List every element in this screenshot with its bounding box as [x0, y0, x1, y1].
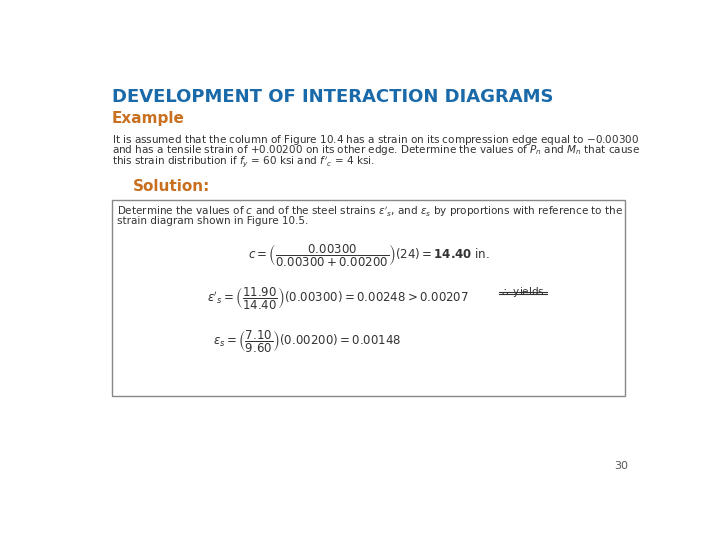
Text: $\epsilon'_s = \left(\dfrac{11.90}{14.40}\right)(0.00300) = 0.00248 > 0.00207$: $\epsilon'_s = \left(\dfrac{11.90}{14.40… [207, 285, 469, 311]
Text: Determine the values of $c$ and of the steel strains $\epsilon'_s$, and $\epsilo: Determine the values of $c$ and of the s… [117, 205, 623, 219]
Text: and has a tensile strain of +0.00200 on its other edge. Determine the values of : and has a tensile strain of +0.00200 on … [112, 143, 640, 157]
Text: strain diagram shown in Figure 10.5.: strain diagram shown in Figure 10.5. [117, 215, 308, 226]
FancyBboxPatch shape [112, 200, 625, 396]
Text: Example: Example [112, 111, 184, 126]
Text: 30: 30 [615, 461, 629, 471]
Text: Solution:: Solution: [132, 179, 210, 194]
Text: It is assumed that the column of Figure 10.4 has a strain on its compression edg: It is assumed that the column of Figure … [112, 132, 639, 146]
Text: $\therefore$ yields: $\therefore$ yields [499, 285, 545, 299]
Text: this strain distribution if $f_y$ = 60 ksi and $f'_c$ = 4 ksi.: this strain distribution if $f_y$ = 60 k… [112, 154, 374, 169]
Text: $c = \left(\dfrac{0.00300}{0.00300 + 0.00200}\right)(24) = \mathbf{14.40}$ in.: $c = \left(\dfrac{0.00300}{0.00300 + 0.0… [248, 242, 490, 268]
Text: DEVELOPMENT OF INTERACTION DIAGRAMS: DEVELOPMENT OF INTERACTION DIAGRAMS [112, 88, 553, 106]
Text: $\epsilon_s = \left(\dfrac{7.10}{9.60}\right)(0.00200) = 0.00148$: $\epsilon_s = \left(\dfrac{7.10}{9.60}\r… [213, 328, 401, 354]
